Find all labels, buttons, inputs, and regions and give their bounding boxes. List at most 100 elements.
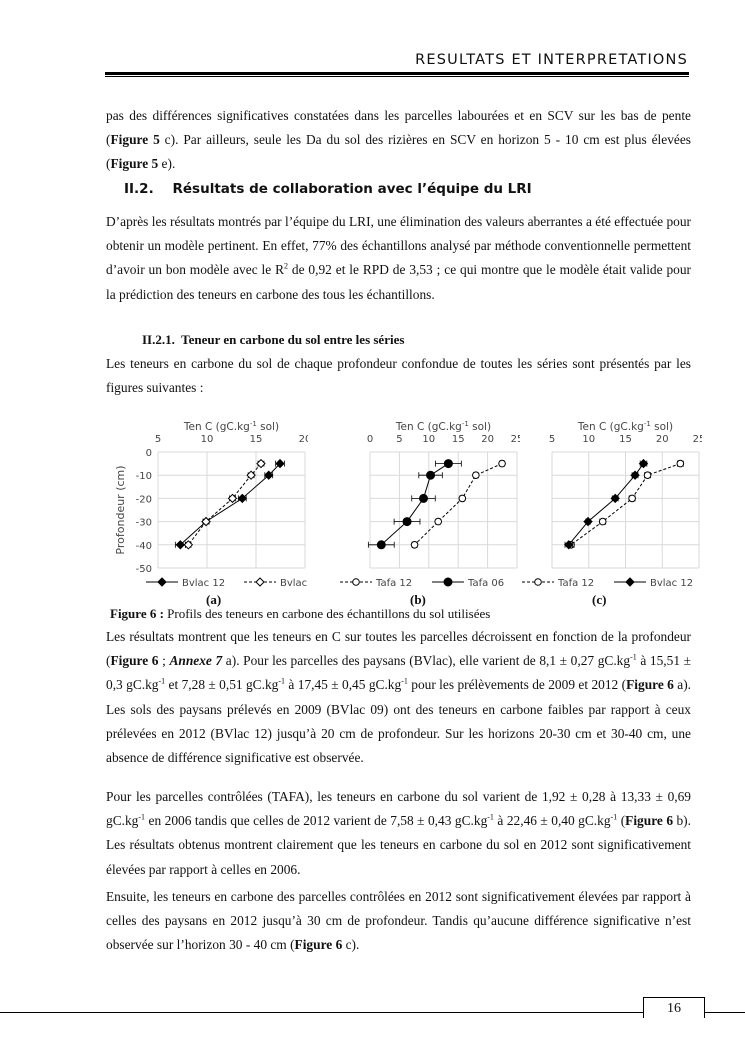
text-run: e). (158, 156, 176, 172)
legend-label: Bvlac 12 (182, 578, 225, 589)
text-run: -1 (278, 676, 286, 686)
data-point (255, 577, 265, 587)
series-bvlac-12 (564, 458, 649, 550)
data-point (628, 494, 636, 503)
data-point (410, 541, 419, 549)
y-tick-label: -20 (136, 494, 152, 505)
x-tick-label: 20 (299, 434, 308, 445)
text-run: ; (158, 653, 170, 669)
legend-label: Tafa 12 (375, 578, 412, 589)
text-run: à 15,51 ± 0,3 gC.kg (106, 653, 692, 693)
text-run: pas des différences significatives const… (106, 108, 691, 148)
x-tick-label: 10 (422, 434, 435, 445)
data-point (630, 470, 640, 480)
legend-label: Bvlac 12 (650, 578, 693, 589)
y-tick-label: -50 (136, 564, 152, 575)
footer-rule (0, 1012, 745, 1013)
y-axis-label: Profondeur (cm) (114, 465, 127, 554)
paragraph-5: Pour les parcelles contrôlées (TAFA), le… (106, 785, 691, 882)
text-run: Les résultats montrent que les teneurs e… (106, 629, 691, 669)
chart-c: Ten C (gC.kg-1 sol) 5 10 15 20 25 Tafa 12 Bvlac… (502, 412, 705, 602)
x-tick-label: 5 (155, 434, 161, 445)
text-run: à 17,45 ± 0,45 gC.kg (285, 677, 402, 693)
data-point (419, 493, 429, 503)
data-point (227, 493, 238, 504)
data-point (583, 516, 593, 527)
text-run: à 22,46 ± 0,40 gC.kg (493, 813, 611, 829)
figure-reference: Figure 5 (110, 132, 160, 148)
text-run: c). (342, 937, 360, 953)
data-point (458, 494, 467, 503)
data-point (402, 517, 412, 527)
data-point (352, 578, 360, 586)
figure-reference: Figure 6 (626, 677, 674, 693)
text-run: a). Pour les parcelles des paysans (BVla… (222, 653, 631, 669)
paragraph-4: Les résultats montrent que les teneurs e… (106, 625, 691, 770)
chart-svg: Ten C (gC.kg-1 sol) 5 10 15 20 0 -10 -20 -30 -40 -… (114, 420, 323, 589)
text-run: -1 (401, 676, 408, 686)
data-point (534, 578, 542, 586)
y-tick-label: -40 (136, 541, 152, 552)
text-run: -1 (487, 812, 494, 822)
text-run: Pour les parcelles contrôlées (TAFA), le… (106, 789, 691, 829)
data-point (434, 517, 443, 526)
series-bvlac-09 (183, 458, 266, 550)
figure-reference: Annexe 7 (169, 653, 223, 669)
legend-label: Tafa 12 (557, 578, 594, 589)
axis-title: Ten C (gC.kg-1 sol) (183, 420, 279, 433)
data-point (472, 471, 480, 480)
data-point (443, 577, 453, 587)
text-run: ( (617, 813, 626, 829)
data-point (237, 493, 247, 504)
chart-svg: Ten C (gC.kg-1 sol) 0 5 10 15 20 25 Tafa 12 Tafa… (340, 420, 523, 589)
data-point (376, 540, 386, 550)
paragraph-3: Les teneurs en carbone du sol de chaque … (106, 352, 691, 400)
y-tick-label: -10 (136, 471, 152, 482)
data-point (643, 471, 652, 480)
paragraph-1: pas des différences significatives const… (106, 104, 691, 177)
x-tick-label: 5 (549, 434, 555, 445)
axis-title: Ten C (gC.kg-1 sol) (395, 420, 491, 433)
text-run: b). Les résultats obtenus montrent clair… (106, 813, 691, 877)
caption-text: Profils des teneurs en carbone des échan… (163, 606, 491, 621)
text-run: de 0,92 et le RPD de 3,53 ; ce qui montr… (106, 262, 691, 302)
panel-label-a: (a) (206, 592, 222, 607)
data-point (256, 458, 266, 469)
text-run: -1 (158, 676, 166, 686)
figure-reference: Figure 6 (110, 653, 159, 669)
x-tick-label: 0 (367, 434, 373, 445)
legend-label: Tafa 06 (467, 578, 504, 589)
y-tick-label: -30 (136, 518, 152, 529)
data-point (564, 540, 574, 550)
figure-reference: Figure 5 (110, 156, 159, 172)
series-line (380, 463, 449, 546)
data-point (157, 577, 167, 587)
x-tick-label: 10 (582, 434, 595, 445)
data-point (275, 458, 285, 469)
text-run: pour les prélèvements de 2009 et 2012 ( (407, 677, 627, 693)
x-tick-label: 15 (619, 434, 632, 445)
series-tafa-06 (367, 459, 462, 550)
x-tick-label: 20 (481, 434, 494, 445)
x-tick-label: 25 (511, 434, 520, 445)
paragraph-2: D’après les résultats montrés par l’équi… (106, 210, 691, 307)
data-point (175, 540, 186, 550)
x-tick-label: 20 (656, 434, 669, 445)
text-run: -1 (610, 812, 618, 822)
running-header: RESULTATS ET INTERPRETATIONS (415, 52, 688, 68)
panel-label-c: (c) (592, 592, 607, 607)
text-run: 2 (284, 261, 289, 271)
figure-caption: Figure 6 : Profils des teneurs en carbon… (110, 606, 490, 622)
data-point (598, 517, 607, 526)
text-run: Les teneurs en carbone du sol de chaque … (106, 356, 691, 396)
caption-label: Figure 6 : (110, 606, 164, 621)
series-tafa-12 (410, 459, 506, 549)
x-tick-label: 5 (396, 434, 402, 445)
figure-reference: Figure 6 (625, 813, 674, 829)
series-line (187, 463, 262, 546)
header-rule (105, 72, 689, 75)
data-point (201, 516, 211, 527)
axis-title: Ten C (gC.kg-1 sol) (577, 420, 673, 433)
text-run: -1 (630, 652, 637, 662)
text-run: et 7,28 ± 0,51 gC.kg (165, 677, 279, 693)
